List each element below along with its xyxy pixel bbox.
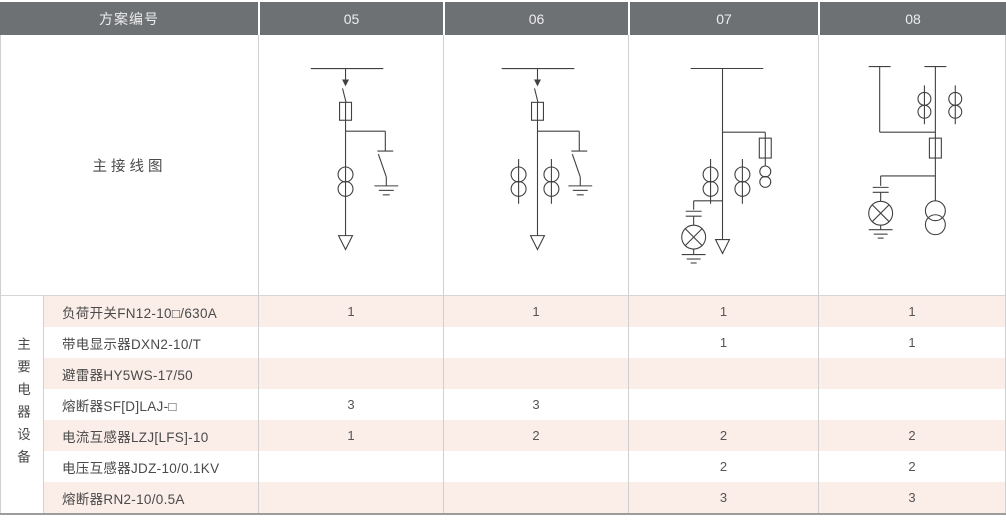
equipment-rows: 负荷开关FN12-10□/630A 1 1 1 1 带电显示器DXN2-10/T… [44, 296, 1005, 513]
qty-07 [628, 389, 818, 420]
qty-05 [258, 451, 443, 482]
equipment-row-fuse-rn2: 熔断器RN2-10/0.5A 3 3 [44, 482, 1005, 513]
qty-06 [443, 358, 628, 389]
table-bottom-border [0, 513, 1006, 515]
equipment-row-current-transformer: 电流互感器LZJ[LFS]-10 1 2 2 2 [44, 420, 1005, 451]
qty-06: 1 [443, 296, 628, 327]
header-scheme-05: 05 [258, 2, 443, 35]
qty-05: 1 [258, 420, 443, 451]
header-scheme-07: 07 [628, 2, 818, 35]
qty-08: 1 [818, 296, 1005, 327]
header-scheme-06: 06 [443, 2, 628, 35]
qty-08 [818, 389, 1005, 420]
equipment-group-cell: 主要电器设备 [1, 296, 44, 513]
qty-05 [258, 482, 443, 513]
diagram-cell-05 [258, 35, 443, 295]
equipment-row-arrester: 避雷器HY5WS-17/50 [44, 358, 1005, 389]
equipment-name: 避雷器HY5WS-17/50 [62, 367, 193, 383]
diagram-cell-08 [818, 35, 1005, 295]
qty-05 [258, 327, 443, 358]
equipment-row-fuse-sf: 熔断器SF[D]LAJ-□ 3 3 [44, 389, 1005, 420]
diagram-cell-06 [443, 35, 628, 295]
equipment-name: 熔断器RN2-10/0.5A [62, 491, 185, 507]
equipment-name: 带电显示器DXN2-10/T [62, 336, 202, 352]
equipment-group-label: 主要电器设备 [15, 337, 30, 472]
qty-08: 2 [818, 451, 1005, 482]
qty-07 [628, 358, 818, 389]
header-scheme-08: 08 [818, 2, 1006, 35]
qty-08 [818, 358, 1005, 389]
equipment-name: 熔断器SF[D]LAJ-□ [62, 398, 177, 414]
single-line-diagram-scheme-06-icon [501, 67, 593, 251]
qty-07: 1 [628, 296, 818, 327]
single-line-diagram-scheme-05-icon [310, 67, 399, 251]
equipment-name: 负荷开关FN12-10□/630A [62, 305, 218, 321]
qty-06: 2 [443, 420, 628, 451]
qty-07: 1 [628, 327, 818, 358]
qty-08: 3 [818, 482, 1005, 513]
main-wiring-diagram-row: 主接线图 [1, 35, 1005, 296]
equipment-name: 电压互感器JDZ-10/0.1KV [62, 460, 220, 476]
qty-05: 1 [258, 296, 443, 327]
qty-05 [258, 358, 443, 389]
single-line-diagram-scheme-08-icon [868, 65, 963, 239]
qty-06: 3 [443, 389, 628, 420]
qty-08: 1 [818, 327, 1005, 358]
equipment-section: 主要电器设备 负荷开关FN12-10□/630A 1 1 1 1 带电显示器DX… [1, 296, 1005, 513]
diagram-cell-07 [628, 35, 818, 295]
qty-07: 2 [628, 451, 818, 482]
qty-07: 2 [628, 420, 818, 451]
equipment-row-live-display: 带电显示器DXN2-10/T 1 1 [44, 327, 1005, 358]
qty-07: 3 [628, 482, 818, 513]
qty-06 [443, 451, 628, 482]
qty-06 [443, 327, 628, 358]
single-line-diagram-scheme-07-icon [681, 67, 772, 264]
equipment-row-load-switch: 负荷开关FN12-10□/630A 1 1 1 1 [44, 296, 1005, 327]
equipment-row-voltage-transformer: 电压互感器JDZ-10/0.1KV 2 2 [44, 451, 1005, 482]
equipment-name: 电流互感器LZJ[LFS]-10 [62, 429, 209, 445]
main-wiring-diagram-label: 主接线图 [92, 158, 167, 175]
table-header-row: 方案编号 05 06 07 08 [0, 2, 1006, 35]
qty-08: 2 [818, 420, 1005, 451]
qty-05: 3 [258, 389, 443, 420]
qty-06 [443, 482, 628, 513]
header-scheme-number-label: 方案编号 [0, 2, 258, 35]
table-body: 主接线图 [0, 35, 1006, 513]
